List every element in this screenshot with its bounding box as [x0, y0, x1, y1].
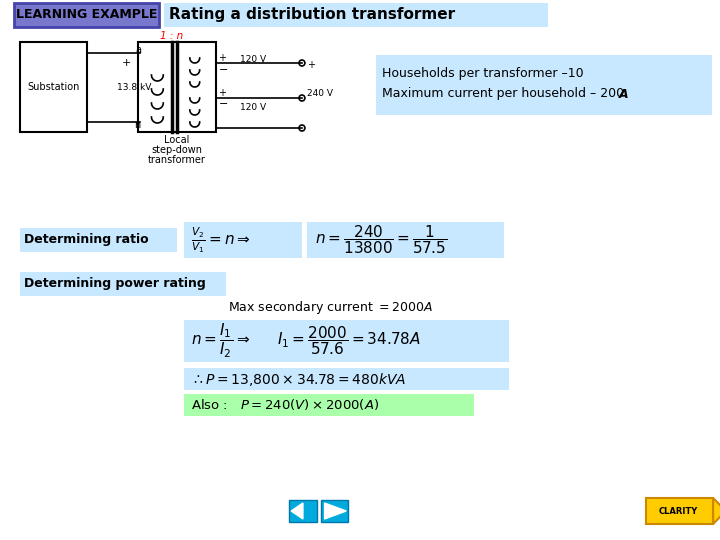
Text: Households per transformer –10: Households per transformer –10 — [382, 68, 583, 80]
Bar — [138, 42, 217, 132]
Text: +: + — [218, 88, 226, 98]
Text: 1 : n: 1 : n — [161, 31, 184, 41]
Text: −: − — [218, 65, 228, 75]
Text: n: n — [134, 120, 140, 130]
Text: $\frac{V_2}{V_1} = n \Rightarrow$: $\frac{V_2}{V_1} = n \Rightarrow$ — [191, 225, 251, 255]
Bar — [376, 55, 712, 115]
Text: LEARNING EXAMPLE: LEARNING EXAMPLE — [16, 9, 157, 22]
Polygon shape — [325, 503, 346, 519]
Text: Local: Local — [164, 135, 190, 145]
Text: Determining ratio: Determining ratio — [24, 233, 148, 246]
Text: Determining power rating: Determining power rating — [24, 278, 205, 291]
Text: 120 V: 120 V — [240, 56, 266, 64]
Text: Maximum current per household – 200: Maximum current per household – 200 — [382, 87, 624, 100]
Text: 240 V: 240 V — [307, 89, 333, 98]
Text: CLARITY: CLARITY — [659, 507, 698, 516]
Text: Substation: Substation — [27, 82, 79, 92]
Text: $n = \dfrac{I_1}{I_2} \Rightarrow$: $n = \dfrac{I_1}{I_2} \Rightarrow$ — [191, 322, 250, 360]
Bar — [164, 3, 548, 27]
Text: 13.8 kV: 13.8 kV — [117, 83, 151, 91]
Text: +: + — [122, 58, 131, 68]
Bar — [19, 228, 177, 252]
Bar — [184, 394, 474, 416]
Text: Also :   $P = 240(V)\times 2000(A)$: Also : $P = 240(V)\times 2000(A)$ — [191, 397, 379, 413]
Text: +: + — [307, 60, 315, 70]
Bar — [307, 222, 503, 258]
Text: −: − — [218, 99, 228, 109]
Bar — [19, 272, 226, 296]
Polygon shape — [713, 498, 720, 524]
Text: $\therefore P = 13{,}800 \times 34.78 = 480\mathbf{\mathit{kVA}}$: $\therefore P = 13{,}800 \times 34.78 = … — [191, 370, 406, 388]
Text: $I_1 = \dfrac{2000}{57.6} = 34.78A$: $I_1 = \dfrac{2000}{57.6} = 34.78A$ — [277, 325, 421, 357]
Text: A: A — [618, 87, 629, 100]
Bar — [184, 320, 508, 362]
Bar — [184, 368, 508, 390]
Bar — [647, 498, 713, 524]
Text: Rating a distribution transformer: Rating a distribution transformer — [169, 8, 455, 23]
Text: $n = \dfrac{240}{13800} = \dfrac{1}{57.5}$: $n = \dfrac{240}{13800} = \dfrac{1}{57.5… — [315, 224, 447, 256]
Text: transformer: transformer — [148, 155, 206, 165]
Text: step-down: step-down — [151, 145, 202, 155]
Text: Max secondary current $= 2000A$: Max secondary current $= 2000A$ — [228, 300, 433, 316]
Bar — [320, 500, 348, 522]
Polygon shape — [291, 503, 303, 519]
Text: +: + — [218, 53, 226, 63]
Text: 120 V: 120 V — [240, 103, 266, 111]
Bar — [14, 3, 159, 27]
Text: a: a — [136, 45, 142, 55]
Bar — [19, 42, 86, 132]
Bar — [184, 222, 302, 258]
Bar — [289, 500, 317, 522]
